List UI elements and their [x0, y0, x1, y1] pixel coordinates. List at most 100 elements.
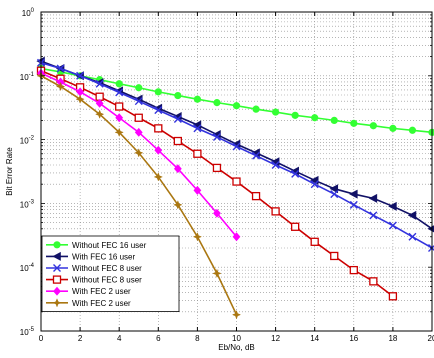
data-point	[408, 126, 417, 134]
data-point	[369, 122, 377, 130]
data-point	[192, 232, 203, 242]
legend-item: With FEC 2 user	[46, 298, 131, 308]
data-point	[252, 151, 261, 160]
data-point	[213, 99, 221, 107]
legend-marker	[53, 286, 61, 296]
data-point	[193, 185, 202, 195]
data-point	[349, 200, 358, 209]
data-point	[115, 113, 124, 123]
legend-marker	[52, 251, 61, 261]
data-point	[291, 169, 300, 178]
x-tick-label: 8	[195, 334, 200, 343]
data-point	[408, 232, 417, 241]
legend-marker	[52, 275, 62, 284]
data-point	[153, 172, 163, 182]
data-point	[75, 94, 85, 104]
data-point	[330, 190, 339, 199]
data-point	[231, 310, 242, 320]
legend-marker	[52, 298, 62, 308]
data-point	[55, 81, 66, 92]
x-tick-label: 6	[156, 334, 161, 343]
data-point	[134, 97, 143, 106]
data-point	[388, 201, 397, 211]
y-axis-label: Bit Error Rate	[5, 147, 14, 196]
y-tick-label: 10-1	[20, 72, 35, 82]
data-point	[271, 207, 280, 216]
data-point	[193, 149, 202, 158]
data-point	[388, 292, 398, 301]
data-point	[368, 193, 378, 203]
y-tick-label: 10-2	[20, 136, 35, 146]
legend-label: With FEC 2 user	[72, 299, 131, 308]
data-point	[251, 191, 261, 201]
data-point	[310, 180, 319, 189]
data-point	[271, 160, 280, 169]
legend-item: With FEC 2 user	[46, 286, 131, 296]
data-point	[232, 177, 241, 186]
data-point	[56, 64, 65, 73]
data-point	[212, 163, 222, 173]
legend-label: Without FEC 16 user	[72, 241, 147, 250]
data-point	[330, 116, 338, 124]
series-5	[36, 71, 242, 320]
data-point	[134, 148, 144, 158]
data-point	[369, 211, 378, 220]
data-point	[349, 189, 358, 199]
legend-item: Without FEC 8 user	[46, 264, 142, 273]
data-point	[428, 128, 434, 136]
axis-ticks	[40, 12, 433, 332]
data-point	[330, 251, 339, 261]
data-point	[350, 119, 358, 127]
data-point	[349, 265, 358, 275]
data-point	[193, 124, 202, 133]
tick-labels: 0 2 4 6 8 10 12 14 16 18 20 100 10-1 10-2 10-3 10-4 10-5	[20, 8, 434, 343]
data-point	[173, 136, 183, 146]
y-tick-label: 10-5	[20, 327, 35, 337]
legend: Without FEC 16 user With FEC 16 user Witho…	[41, 235, 180, 312]
series-4	[37, 68, 241, 242]
data-point	[213, 208, 221, 218]
legend-box	[41, 235, 180, 312]
data-point	[271, 108, 280, 116]
data-point	[389, 124, 397, 132]
legend-item: Without FEC 16 user	[46, 241, 147, 250]
data-point	[232, 232, 241, 242]
data-point	[76, 71, 85, 80]
data-point	[154, 88, 162, 96]
legend-label: With FEC 16 user	[72, 252, 135, 261]
data-point	[232, 102, 241, 110]
legend-label: With FEC 2 user	[72, 287, 131, 296]
data-point	[173, 115, 182, 124]
data-point	[407, 210, 417, 220]
x-tick-label: 18	[388, 334, 397, 343]
data-point	[232, 142, 241, 151]
legend-marker	[53, 241, 61, 249]
x-tick-label: 4	[117, 334, 122, 343]
data-point	[291, 111, 299, 119]
data-point	[154, 145, 163, 155]
data-point	[311, 114, 319, 122]
data-point	[193, 95, 201, 103]
data-point	[114, 127, 124, 138]
data-point	[310, 237, 319, 246]
data-point	[173, 164, 182, 174]
x-tick-label: 10	[232, 334, 241, 343]
x-tick-label: 20	[428, 334, 434, 343]
data-point	[134, 127, 143, 137]
data-point	[95, 79, 104, 88]
data-point	[115, 88, 124, 97]
data-point	[212, 132, 221, 141]
x-tick-label: 0	[39, 334, 44, 343]
data-point	[115, 80, 123, 88]
data-point	[115, 102, 124, 111]
data-point	[154, 124, 163, 133]
data-point	[290, 222, 300, 231]
series-2	[37, 58, 434, 252]
legend-item: Without FEC 8 user	[46, 275, 142, 285]
legend-label: Without FEC 8 user	[72, 264, 142, 273]
data-point	[135, 84, 143, 92]
data-point	[134, 113, 143, 122]
x-tick-label: 12	[271, 334, 280, 343]
y-tick-label: 100	[22, 8, 35, 18]
